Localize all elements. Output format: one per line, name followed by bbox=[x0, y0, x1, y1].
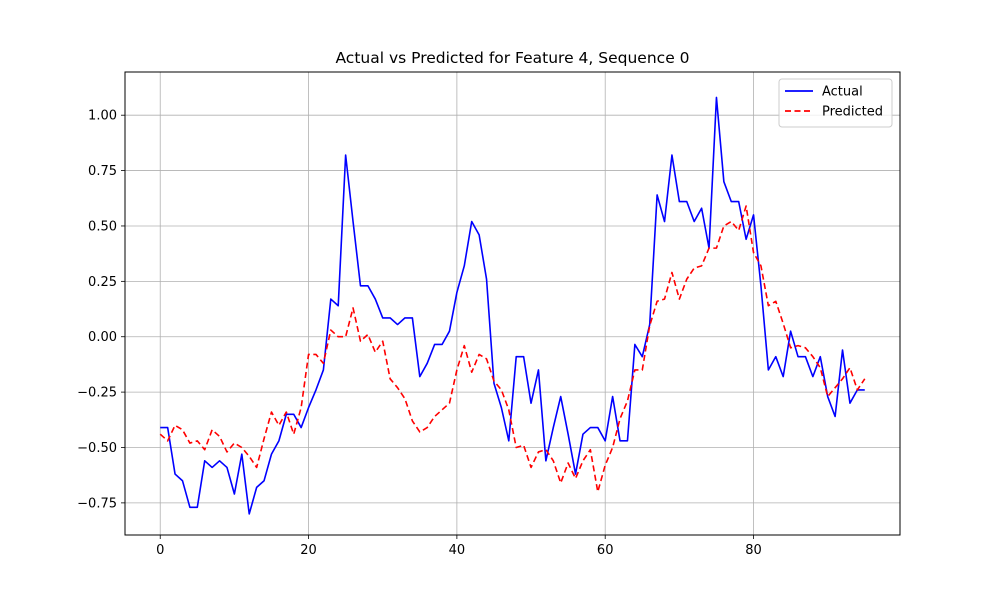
plot-frame bbox=[124, 71, 901, 536]
series-line-actual bbox=[160, 96, 865, 515]
y-tick-label: −0.50 bbox=[77, 441, 117, 456]
x-tick-label: 20 bbox=[300, 543, 317, 558]
legend-label-actual: Actual bbox=[822, 85, 863, 100]
series-line-predicted bbox=[159, 205, 866, 493]
axis-ticks: 0 20 40 60 80 −0.75 −0.50 −0.25 0.00 0.25 0.50 0.75… bbox=[77, 109, 762, 558]
y-tick-label: 1.00 bbox=[88, 109, 117, 124]
y-tick-label: −0.25 bbox=[77, 386, 117, 401]
y-tick-label: 0.75 bbox=[88, 164, 117, 179]
x-tick-label: 80 bbox=[745, 543, 762, 558]
x-tick-label: 60 bbox=[597, 543, 614, 558]
y-tick-label: 0.25 bbox=[88, 275, 117, 290]
chart-title: Actual vs Predicted for Feature 4, Seque… bbox=[335, 49, 689, 67]
legend: Actual Predicted bbox=[778, 78, 893, 128]
x-tick-label: 40 bbox=[449, 543, 466, 558]
y-tick-label: −0.75 bbox=[77, 496, 117, 511]
y-tick-label: 0.50 bbox=[88, 219, 117, 234]
series-lines bbox=[159, 96, 866, 515]
grid bbox=[125, 72, 900, 535]
legend-label-predicted: Predicted bbox=[822, 105, 883, 120]
y-tick-label: 0.00 bbox=[88, 330, 117, 345]
x-tick-label: 0 bbox=[156, 543, 164, 558]
